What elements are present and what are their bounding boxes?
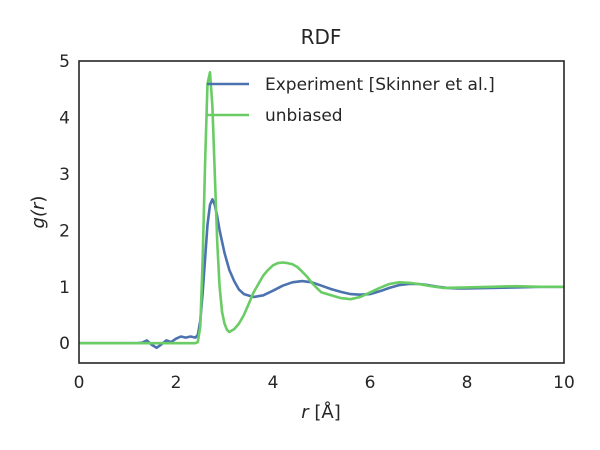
- y-axis-label: g(r): [28, 196, 49, 229]
- y-tick-label: 1: [59, 278, 70, 298]
- y-tick-label: 3: [59, 165, 70, 185]
- y-axis-label-suffix: ): [28, 196, 49, 203]
- x-tick-label: 0: [74, 373, 85, 393]
- y-tick-label: 2: [59, 221, 70, 241]
- x-tick-label: 2: [171, 373, 182, 393]
- series-layer: [79, 71, 564, 350]
- x-tick-label: 10: [553, 373, 575, 393]
- x-axis-label-unit: [Å]: [309, 401, 341, 423]
- x-axis: 0 2 4 6 8 10: [74, 373, 575, 393]
- x-axis-label-variable: r: [301, 402, 310, 423]
- legend: Experiment [Skinner et al.] unbiased: [207, 75, 495, 126]
- x-tick-label: 4: [268, 373, 279, 393]
- series-line-1: [79, 71, 564, 345]
- legend-label-1: unbiased: [265, 106, 343, 126]
- x-tick-label: 6: [365, 373, 376, 393]
- x-axis-label: r [Å]: [301, 401, 341, 423]
- legend-label-0: Experiment [Skinner et al.]: [265, 75, 495, 95]
- y-tick-label: 4: [59, 108, 70, 128]
- chart-title: RDF: [301, 25, 342, 49]
- y-tick-label: 0: [59, 334, 70, 354]
- series-line-0: [79, 198, 564, 350]
- y-axis-label-prefix: g(: [28, 209, 49, 228]
- y-tick-label: 5: [59, 52, 70, 72]
- plot-frame: [78, 60, 565, 364]
- y-axis: 0 1 2 3 4 5: [59, 52, 70, 354]
- y-axis-label-variable: r: [28, 201, 49, 210]
- x-tick-label: 8: [462, 373, 473, 393]
